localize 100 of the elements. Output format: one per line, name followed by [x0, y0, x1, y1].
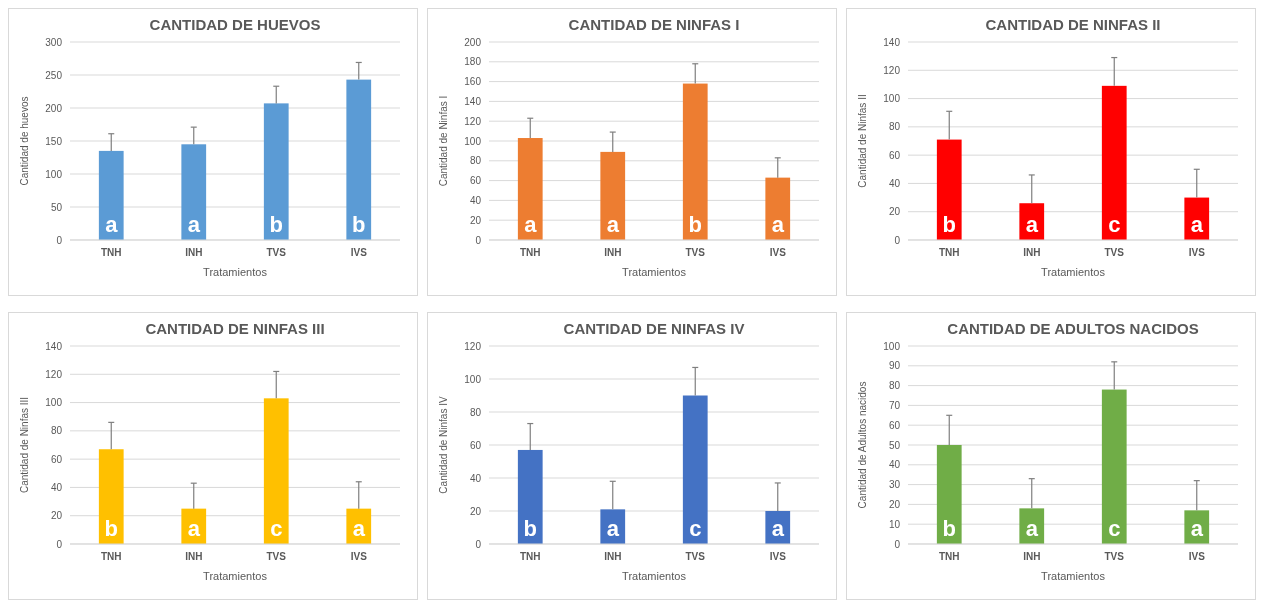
- y-axis-title: Cantidad de Ninfas I: [438, 95, 449, 187]
- x-tick-label: IVS: [350, 551, 368, 562]
- y-tick-label: 200: [464, 36, 482, 48]
- y-tick-label: 120: [883, 64, 901, 76]
- y-tick-label: 20: [469, 505, 482, 517]
- x-tick-label: TNH: [519, 247, 541, 258]
- y-axis-title: Cantidad de Ninfas II: [857, 94, 868, 188]
- y-tick-label: 200: [45, 102, 63, 114]
- y-tick-label: 20: [469, 214, 482, 226]
- y-tick-label: 80: [888, 380, 901, 392]
- annotation: a: [606, 212, 620, 237]
- x-tick-label: IVS: [1188, 551, 1206, 562]
- x-axis-title: Tratamientos: [1041, 266, 1106, 278]
- annotation: b: [523, 516, 537, 541]
- y-tick-label: 20: [888, 498, 901, 510]
- chart-title: CANTIDAD DE ADULTOS NACIDOS: [947, 320, 1199, 337]
- y-tick-label: 60: [469, 175, 482, 187]
- y-tick-label: 0: [475, 538, 482, 550]
- y-tick-label: 140: [45, 340, 63, 352]
- x-tick-label: TNH: [100, 247, 122, 258]
- y-tick-label: 100: [883, 93, 901, 105]
- x-tick-label: TVS: [685, 551, 706, 562]
- y-axis-title: Cantidad de huevos: [19, 96, 30, 186]
- y-tick-label: 100: [883, 340, 901, 352]
- x-tick-label: TNH: [519, 551, 541, 562]
- chart-title: CANTIDAD DE NINFAS I: [568, 16, 740, 33]
- annotation: a: [1190, 212, 1204, 237]
- y-tick-label: 0: [894, 538, 901, 550]
- y-tick-label: 140: [883, 36, 901, 48]
- chart-title: CANTIDAD DE NINFAS II: [985, 16, 1161, 33]
- y-tick-label: 60: [50, 453, 63, 465]
- annotation: c: [270, 516, 283, 541]
- y-tick-label: 40: [888, 177, 901, 189]
- y-tick-label: 300: [45, 36, 63, 48]
- x-tick-label: TNH: [938, 247, 960, 258]
- y-tick-label: 40: [469, 194, 482, 206]
- annotation: a: [1190, 516, 1204, 541]
- x-axis-title: Tratamientos: [203, 570, 268, 582]
- x-tick-label: INH: [1023, 551, 1041, 562]
- annotation: b: [942, 212, 956, 237]
- annotation: b: [688, 212, 702, 237]
- y-tick-label: 50: [888, 439, 901, 451]
- x-axis-title: Tratamientos: [1041, 570, 1106, 582]
- x-axis-title: Tratamientos: [622, 570, 687, 582]
- y-tick-label: 250: [45, 69, 63, 81]
- y-tick-label: 60: [888, 149, 901, 161]
- y-axis-title: Cantidad de Adultos nacidos: [857, 381, 868, 509]
- y-tick-label: 140: [464, 95, 482, 107]
- y-tick-label: 0: [56, 538, 63, 550]
- y-tick-label: 120: [45, 368, 63, 380]
- annotation: a: [1025, 212, 1039, 237]
- annotation: a: [771, 212, 785, 237]
- annotation: a: [606, 516, 620, 541]
- y-tick-label: 100: [45, 397, 63, 409]
- y-tick-label: 60: [469, 439, 482, 451]
- chart-title: CANTIDAD DE NINFAS IV: [563, 320, 745, 337]
- x-tick-label: TVS: [1104, 247, 1125, 258]
- annotation: c: [689, 516, 702, 541]
- y-tick-label: 20: [50, 510, 63, 522]
- chart-title: CANTIDAD DE NINFAS III: [145, 320, 325, 337]
- x-tick-label: IVS: [350, 247, 368, 258]
- y-tick-label: 100: [45, 168, 63, 180]
- annotation: a: [187, 516, 201, 541]
- y-tick-label: 80: [50, 425, 63, 437]
- y-tick-label: 0: [475, 234, 482, 246]
- annotation: c: [1108, 516, 1121, 541]
- y-tick-label: 80: [469, 155, 482, 167]
- x-tick-label: TNH: [100, 551, 122, 562]
- y-tick-label: 100: [464, 135, 482, 147]
- annotation: a: [105, 212, 119, 237]
- annotation: b: [942, 516, 956, 541]
- x-tick-label: TVS: [266, 247, 287, 258]
- y-tick-label: 120: [464, 340, 482, 352]
- y-tick-label: 120: [464, 115, 482, 127]
- x-tick-label: INH: [185, 551, 203, 562]
- x-tick-label: TVS: [685, 247, 706, 258]
- y-axis-title: Cantidad de Ninfas III: [19, 396, 30, 494]
- x-axis-title: Tratamientos: [622, 266, 687, 278]
- x-tick-label: TVS: [1104, 551, 1125, 562]
- y-tick-label: 40: [888, 459, 901, 471]
- x-tick-label: TNH: [938, 551, 960, 562]
- y-tick-label: 100: [464, 373, 482, 385]
- y-tick-label: 0: [56, 234, 63, 246]
- x-tick-label: INH: [185, 247, 203, 258]
- y-tick-label: 80: [888, 121, 901, 133]
- x-tick-label: INH: [1023, 247, 1041, 258]
- y-tick-label: 50: [50, 201, 63, 213]
- x-tick-label: IVS: [1188, 247, 1206, 258]
- annotation: a: [524, 212, 538, 237]
- annotation: c: [1108, 212, 1121, 237]
- x-axis-title: Tratamientos: [203, 266, 268, 278]
- chart-title: CANTIDAD DE HUEVOS: [149, 16, 321, 33]
- y-tick-label: 160: [464, 76, 482, 88]
- y-tick-label: 70: [888, 399, 901, 411]
- annotation: a: [771, 516, 785, 541]
- y-tick-label: 40: [50, 481, 63, 493]
- y-tick-label: 20: [888, 206, 901, 218]
- x-tick-label: INH: [604, 247, 622, 258]
- annotation: b: [352, 212, 366, 237]
- y-axis-title: Cantidad de Ninfas IV: [438, 396, 449, 494]
